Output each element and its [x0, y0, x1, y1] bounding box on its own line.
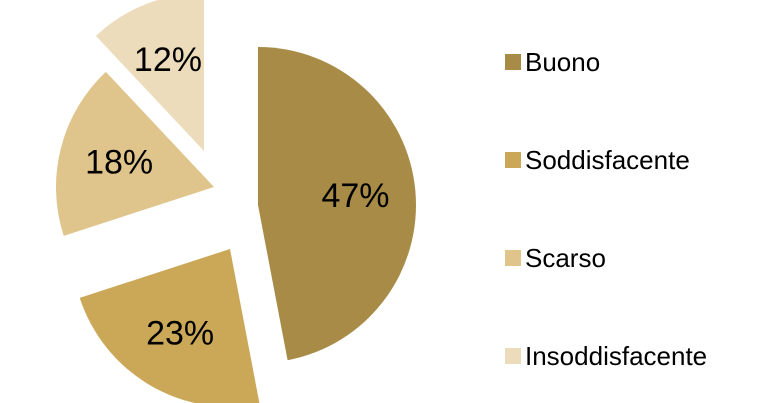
chart-legend: Buono Soddisfacente Scarso Insoddisfacente: [505, 47, 707, 371]
pie-slice-buono: [258, 47, 416, 361]
legend-swatch: [505, 348, 521, 364]
data-label-soddisfacente: 23%: [146, 314, 214, 352]
pie-slice-insoddisfacente: [95, 0, 204, 151]
legend-item-buono: Buono: [505, 47, 600, 77]
pie-slices: [56, 0, 416, 403]
data-label-insoddisfacente: 12%: [134, 41, 202, 79]
legend-label: Scarso: [525, 243, 606, 273]
legend-label: Soddisfacente: [525, 145, 690, 175]
data-label-scarso: 18%: [85, 144, 153, 182]
legend-swatch: [505, 250, 521, 266]
legend-item-insoddisfacente: Insoddisfacente: [505, 341, 707, 371]
legend-item-scarso: Scarso: [505, 243, 606, 273]
pie-slice-scarso: [56, 71, 214, 236]
legend-swatch: [505, 54, 521, 70]
legend-item-soddisfacente: Soddisfacente: [505, 145, 690, 175]
legend-label: Buono: [525, 47, 600, 77]
pie-slice-soddisfacente: [79, 249, 260, 403]
data-label-buono: 47%: [321, 177, 389, 215]
legend-label: Insoddisfacente: [525, 341, 707, 371]
legend-swatch: [505, 152, 521, 168]
pie-data-labels: 47% 23% 18% 12%: [85, 41, 389, 352]
